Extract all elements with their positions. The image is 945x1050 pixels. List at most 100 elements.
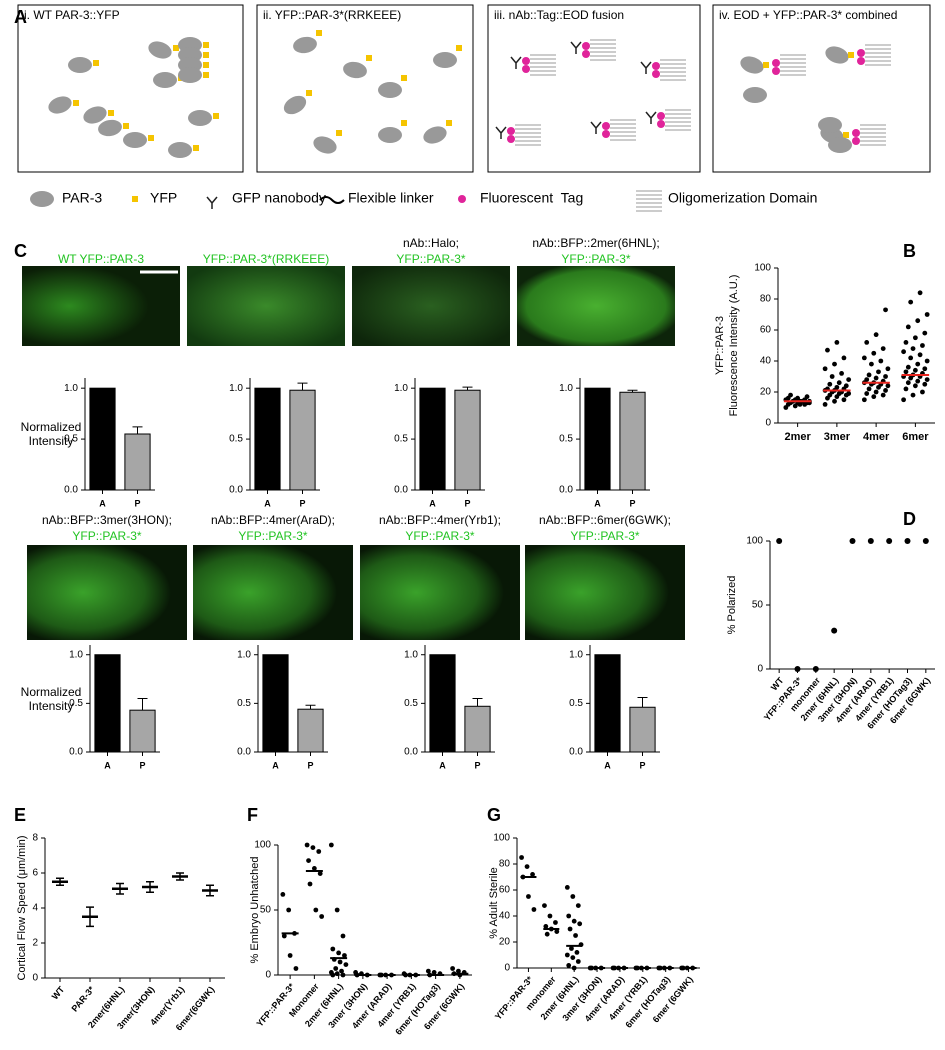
micrograph [22,266,180,346]
micrograph [193,545,353,640]
data-point [903,386,909,392]
data-point [878,358,884,364]
yfp-icon [401,75,407,81]
data-point [319,914,325,919]
y-axis-label: Normalized Intensity [20,420,82,448]
data-point [543,924,549,929]
nanobody-icon [570,41,582,54]
x-tick-label: P [307,760,313,770]
tag-icon [657,112,665,120]
data-point [450,966,455,971]
x-tick-label: P [474,760,480,770]
par3-icon [313,136,337,154]
data-point [340,972,346,978]
data-point [328,842,334,848]
tag-icon [852,137,860,145]
data-point [287,953,293,958]
y-tick-label: 80 [499,859,511,870]
y-tick-label: 0 [765,418,771,429]
par3-icon [48,96,72,114]
legend-label: YFP [150,190,177,206]
data-point [571,918,577,924]
data-point [910,392,916,398]
data-point [337,959,343,965]
x-tick-label: A [272,760,279,770]
data-point [575,959,581,964]
par3-icon [825,46,849,64]
tag-icon [507,127,515,135]
data-point [795,395,801,401]
box [712,4,931,173]
data-point [920,389,925,395]
data-point [912,367,918,373]
x-tick-label: P [639,760,645,770]
image-title: WT YFP::PAR-3 [58,252,144,266]
data-point [531,907,537,912]
error-bar [297,382,308,391]
y-tick-label: 4 [32,903,38,914]
yfp-icon [73,100,79,106]
nanobody-icon [495,126,507,139]
data-point [832,398,837,404]
bar [629,706,656,753]
par3-icon [188,110,212,126]
tag-icon [652,62,660,70]
data-point [846,377,852,382]
data-point [425,968,431,974]
data-point [922,330,928,336]
data-point [903,340,909,345]
data-point [901,397,906,403]
yfp-icon [108,110,114,116]
y-tick-label: 0 [32,973,38,984]
legend-label: Oligomerization Domain [668,190,817,206]
data-point [869,361,874,367]
data-point [924,312,930,317]
data-point [841,397,847,403]
micrograph [360,545,520,640]
data-point [794,666,801,672]
data-point [883,307,888,313]
y-tick-label: 20 [499,937,511,948]
data-point [922,381,928,387]
image-subtitle: YFP::PAR-3* [238,529,307,543]
micrograph [525,545,685,640]
y-tick-label: 0.5 [237,698,251,709]
yfp-icon [193,145,199,151]
data-point [924,358,930,364]
yfp-icon [123,123,129,129]
tag-icon [657,120,665,128]
y-tick-label: 60 [499,885,511,896]
data-point [311,866,317,871]
data-point [864,377,870,382]
data-point [873,375,879,381]
data-point [880,392,886,398]
par3-icon [743,87,767,103]
x-tick-label: P [139,760,145,770]
tag-icon [772,59,780,67]
data-point [564,952,570,958]
y-tick-label: 20 [760,387,772,398]
box [487,4,701,173]
data-point [293,966,299,971]
tag-icon [522,57,530,65]
image-subtitle: YFP::PAR-3* [396,252,465,266]
error-bar [462,386,473,391]
par3-icon [68,57,92,73]
data-point [822,402,828,407]
data-point [876,369,881,375]
data-point [334,907,340,913]
data-point [281,933,287,939]
box-title: ii. YFP::PAR-3*(RRKEEE) [263,8,401,22]
data-point [917,290,923,296]
par3-icon [423,126,447,144]
panel-label: C [14,241,27,261]
data-point [867,538,874,544]
data-point [920,343,925,348]
data-point [917,352,923,358]
data-point [910,346,916,351]
par3-icon [293,36,317,54]
bar [297,708,324,753]
data-point [456,968,461,974]
yfp-icon [132,196,138,202]
